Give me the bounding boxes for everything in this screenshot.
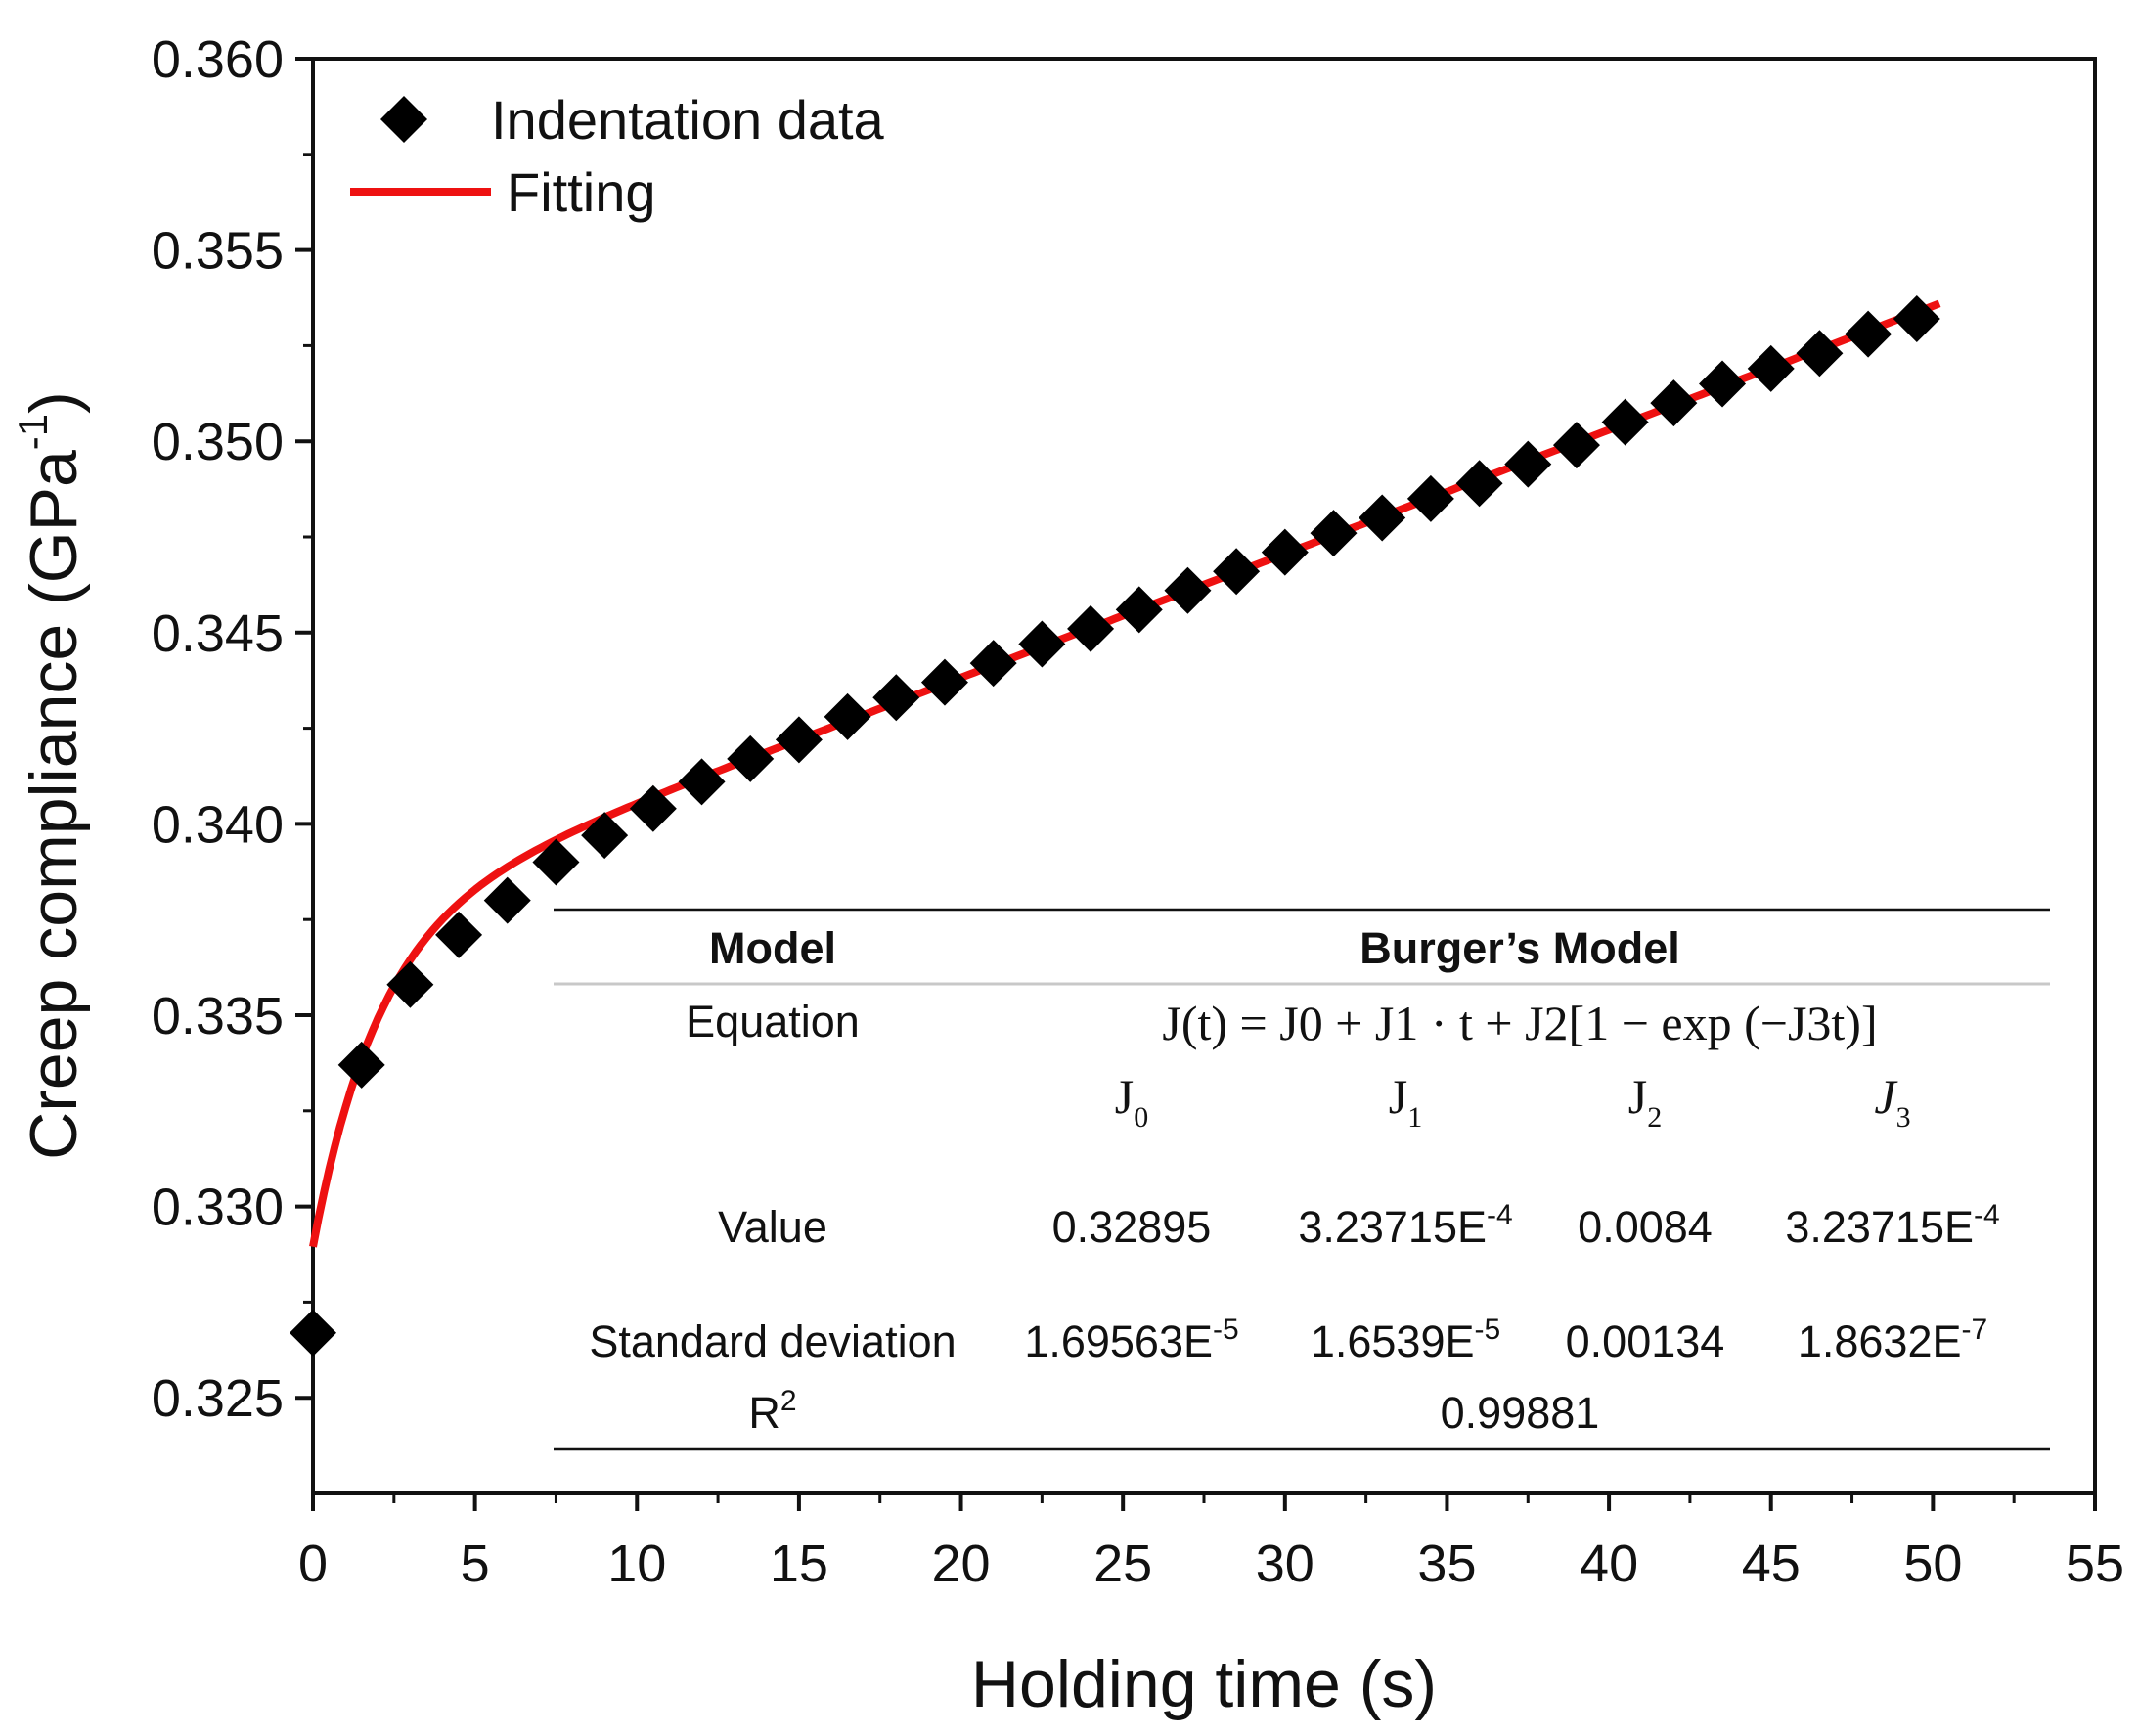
table-header-burgers: Burger’s Model: [1359, 923, 1680, 973]
table-sd-cell: 1.8632E-7: [1798, 1313, 1987, 1366]
table-value-cell: 0.32895: [1052, 1202, 1212, 1252]
table-value-cells: 0.32895 3.23715E-4 0.0084 3.23715E-4: [1052, 1199, 2000, 1252]
x-tick-label: 45: [1742, 1535, 1801, 1593]
data-point: [678, 758, 726, 806]
data-point: [1845, 310, 1893, 358]
y-axis-title-close: ): [17, 391, 91, 414]
table-header-model: Model: [709, 923, 836, 973]
x-tick-label: 0: [298, 1535, 328, 1593]
data-point: [1699, 360, 1747, 408]
data-point: [532, 838, 580, 886]
data-point: [629, 784, 677, 832]
table-param-names: J0 J1 J2 J3: [1115, 1069, 1911, 1134]
data-point: [1310, 510, 1358, 557]
y-axis-title: Creep compliance (GPa-1): [10, 391, 91, 1160]
data-point: [1796, 330, 1844, 378]
data-point: [920, 658, 968, 706]
data-point: [1650, 379, 1698, 427]
table-param-name: J2: [1628, 1069, 1662, 1134]
legend-diamond-icon: [380, 96, 427, 143]
data-point: [1164, 566, 1212, 614]
legend: Indentation data Fitting: [350, 89, 885, 223]
table-sd-label: Standard deviation: [589, 1316, 956, 1366]
x-axis-title: Holding time (s): [971, 1647, 1437, 1721]
x-tick-label: 25: [1093, 1535, 1152, 1593]
data-point: [824, 692, 871, 740]
y-tick-label: 0.330: [152, 1179, 284, 1237]
table-param-name: J1: [1389, 1069, 1422, 1134]
data-point: [1552, 422, 1600, 469]
table-r2-label-base: R: [748, 1388, 780, 1438]
data-point: [1359, 494, 1406, 542]
table-sd-cell: 1.6539E-5: [1311, 1313, 1500, 1366]
y-tick-label: 0.335: [152, 987, 284, 1046]
data-point: [1504, 440, 1552, 488]
x-tick-label: 20: [932, 1535, 991, 1593]
data-point: [872, 674, 920, 722]
indentation-data-markers: [290, 295, 1940, 1357]
data-point: [1261, 528, 1309, 576]
y-tick-label: 0.325: [152, 1369, 284, 1428]
x-tick-label: 40: [1580, 1535, 1638, 1593]
plot-frame: [311, 57, 2097, 1495]
table-sd-cell: 0.00134: [1566, 1316, 1725, 1366]
table-param-name: J0: [1115, 1069, 1148, 1134]
y-tick-label: 0.355: [152, 222, 284, 281]
x-tick-label: 30: [1256, 1535, 1314, 1593]
y-axis-title-main: Creep compliance (GPa: [17, 450, 91, 1160]
x-tick-label: 35: [1417, 1535, 1476, 1593]
x-tick-label: 15: [770, 1535, 828, 1593]
data-point: [483, 876, 531, 924]
table-r2-label: R2: [748, 1385, 796, 1438]
table-equation: J(t) = J0 + J1 · t + J2[1 − exp (−J3t)]: [1162, 996, 1877, 1050]
table-sd-cell: 1.69563E-5: [1024, 1313, 1238, 1366]
y-tick-label: 0.340: [152, 795, 284, 854]
data-point: [1747, 344, 1795, 392]
data-point: [435, 911, 483, 958]
data-point: [1455, 460, 1503, 508]
y-tick-label: 0.360: [152, 30, 284, 89]
data-point: [1601, 398, 1649, 446]
table-value-cell: 3.23715E-4: [1298, 1199, 1512, 1252]
table-value-label: Value: [718, 1202, 827, 1252]
data-point: [969, 640, 1017, 688]
table-param-name: J3: [1874, 1069, 1910, 1134]
data-point: [1115, 586, 1163, 634]
table-value-cell: 0.0084: [1578, 1202, 1713, 1252]
legend-data-label: Indentation data: [491, 89, 885, 151]
data-point: [1893, 295, 1940, 343]
data-point: [1406, 474, 1454, 522]
data-point: [775, 716, 823, 764]
data-point: [290, 1309, 336, 1357]
table-sd-cells: 1.69563E-5 1.6539E-5 0.00134 1.8632E-7: [1024, 1313, 1987, 1366]
data-point: [581, 812, 629, 860]
table-equation-label: Equation: [686, 997, 860, 1046]
data-point: [1067, 604, 1115, 652]
y-tick-label: 0.350: [152, 413, 284, 471]
table-value-cell: 3.23715E-4: [1785, 1199, 1999, 1252]
y-axis-ticks: 0.325 0.330 0.335 0.340 0.345 0.350 0.355 0.360: [152, 30, 313, 1428]
legend-fit-label: Fitting: [507, 161, 656, 223]
y-tick-label: 0.345: [152, 604, 284, 663]
x-tick-label: 50: [1903, 1535, 1962, 1593]
table-r2-label-sup: 2: [780, 1385, 797, 1417]
table-r2-value: 0.99881: [1441, 1388, 1600, 1438]
x-tick-label: 5: [461, 1535, 490, 1593]
x-axis-ticks: 0 5 10 15 20 25 30 35 40 45 50 55: [298, 1493, 2124, 1593]
y-axis-title-sup: -1: [10, 414, 56, 450]
x-tick-label: 10: [607, 1535, 666, 1593]
data-point: [337, 1041, 385, 1089]
x-tick-label: 55: [2066, 1535, 2124, 1593]
parameter-table: Model Burger’s Model Equation J(t) = J0 …: [554, 908, 2050, 1451]
data-point: [1213, 548, 1261, 596]
data-point: [727, 734, 775, 782]
data-point: [386, 960, 434, 1008]
data-point: [1018, 620, 1066, 668]
